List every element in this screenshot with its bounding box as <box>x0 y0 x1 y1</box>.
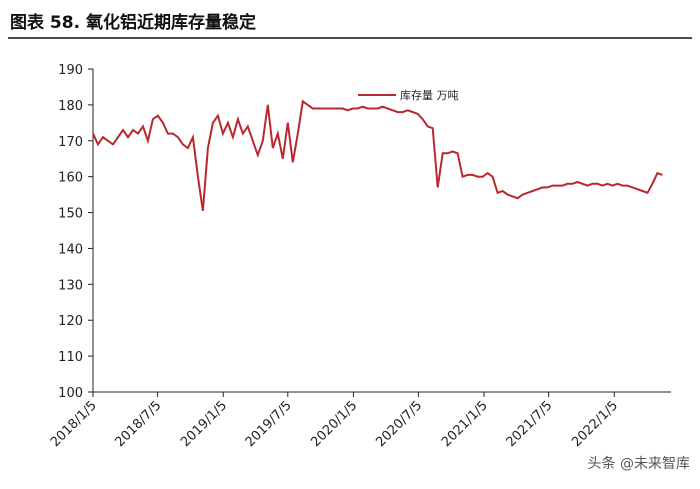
chart-title: 图表 58. 氧化铝近期库存量稳定 <box>10 12 256 33</box>
watermark: 头条 @未来智库 <box>588 455 690 472</box>
y-tick-label: 130 <box>58 278 83 293</box>
y-tick-label: 190 <box>58 63 83 78</box>
y-tick-label: 160 <box>58 171 83 186</box>
series-line <box>92 99 663 211</box>
x-tick-label: 2019/7/5 <box>243 398 295 450</box>
y-tick-label: 110 <box>58 350 83 365</box>
y-tick-label: 140 <box>58 242 83 257</box>
y-tick-label: 100 <box>58 386 83 401</box>
x-tick-label: 2018/1/5 <box>48 398 100 450</box>
x-tick-label: 2020/1/5 <box>308 398 360 450</box>
x-tick-label: 2020/7/5 <box>373 398 425 450</box>
x-tick-label: 2021/7/5 <box>504 398 556 450</box>
x-tick-label: 2022/1/5 <box>569 398 621 450</box>
x-tick-label: 2019/1/5 <box>178 398 230 450</box>
x-tick-label: 2021/1/5 <box>439 398 491 450</box>
y-tick-label: 120 <box>58 314 83 329</box>
x-tick-label: 2018/7/5 <box>113 398 165 450</box>
legend-label: 库存量 万吨 <box>400 88 459 102</box>
y-tick-label: 150 <box>58 207 83 222</box>
y-tick-label: 170 <box>58 135 83 150</box>
y-tick-label: 180 <box>58 99 83 114</box>
